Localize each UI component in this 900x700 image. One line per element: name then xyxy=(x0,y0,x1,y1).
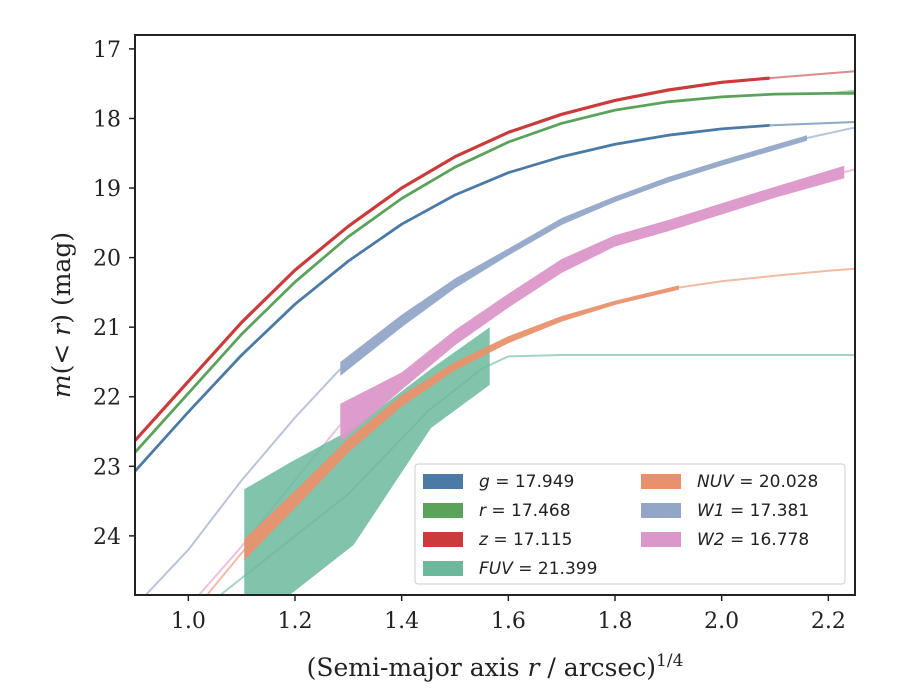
series-w1-extension-left xyxy=(144,368,342,595)
series-w2-extension xyxy=(844,168,855,173)
series-r-line xyxy=(135,92,855,454)
legend-frame xyxy=(414,463,846,585)
legend-label-fuv: FUV = 21.399 xyxy=(479,559,597,579)
legend-label-w1: W1 = 17.381 xyxy=(697,501,809,521)
legend-swatch-g xyxy=(423,474,463,489)
y-axis-label: m(< r) (mag) xyxy=(47,232,76,398)
band-series xyxy=(244,135,845,595)
legend-label-z: z = 17.115 xyxy=(478,530,572,550)
legend-swatch-w1 xyxy=(641,503,681,518)
plot-frame xyxy=(134,34,856,596)
y-tick-label: 23 xyxy=(93,455,121,480)
legend-swatch-w2 xyxy=(641,532,681,547)
series-g-extension xyxy=(769,121,855,127)
x-tick-label: 1.2 xyxy=(278,609,313,634)
x-tick-label: 1.8 xyxy=(598,609,633,634)
series-z-extension xyxy=(769,70,855,80)
series-z-line xyxy=(135,76,770,442)
y-tick-label: 22 xyxy=(93,386,121,411)
legend-swatch-fuv xyxy=(423,561,463,576)
legend-swatch-r xyxy=(423,503,463,518)
line-series xyxy=(135,76,855,473)
legend-swatch-z xyxy=(423,532,463,547)
y-tick-label: 24 xyxy=(93,525,121,550)
legend-label-g: g = 17.949 xyxy=(479,472,574,492)
x-tick-label: 1.6 xyxy=(491,609,526,634)
series-nuv-extension-left xyxy=(206,549,246,595)
legend: g = 17.949 r = 17.468 z = 17.115 FUV = 21.3… xyxy=(414,463,846,585)
x-tick-label: 2.0 xyxy=(704,609,739,634)
x-tick-label: 2.2 xyxy=(811,609,846,634)
x-axis-label: (Semi-major axis r / arcsec)1/4 xyxy=(307,651,684,682)
series-nuv-extension xyxy=(678,267,855,289)
y-tick-label: 17 xyxy=(93,38,121,63)
legend-label-w2: W2 = 16.778 xyxy=(697,530,809,550)
legend-swatch-nuv xyxy=(641,474,681,489)
y-tick-label: 18 xyxy=(93,107,121,132)
series-fuv-band xyxy=(244,327,490,595)
y-axis-ticks: 17 18 19 20 21 22 23 24 xyxy=(93,38,135,550)
x-tick-label: 1.0 xyxy=(171,609,206,634)
legend-label-r: r = 17.468 xyxy=(479,501,571,521)
series-w1-extension xyxy=(806,126,855,139)
x-tick-label: 1.4 xyxy=(384,609,419,634)
y-tick-label: 21 xyxy=(93,316,121,341)
x-axis-ticks: 1.0 1.2 1.4 1.6 1.8 2.0 2.2 xyxy=(171,595,846,634)
series-g-line xyxy=(135,124,770,473)
plot-area xyxy=(135,70,855,595)
legend-label-nuv: NUV = 20.028 xyxy=(697,472,818,492)
y-tick-label: 19 xyxy=(93,177,121,202)
y-tick-label: 20 xyxy=(93,247,121,272)
